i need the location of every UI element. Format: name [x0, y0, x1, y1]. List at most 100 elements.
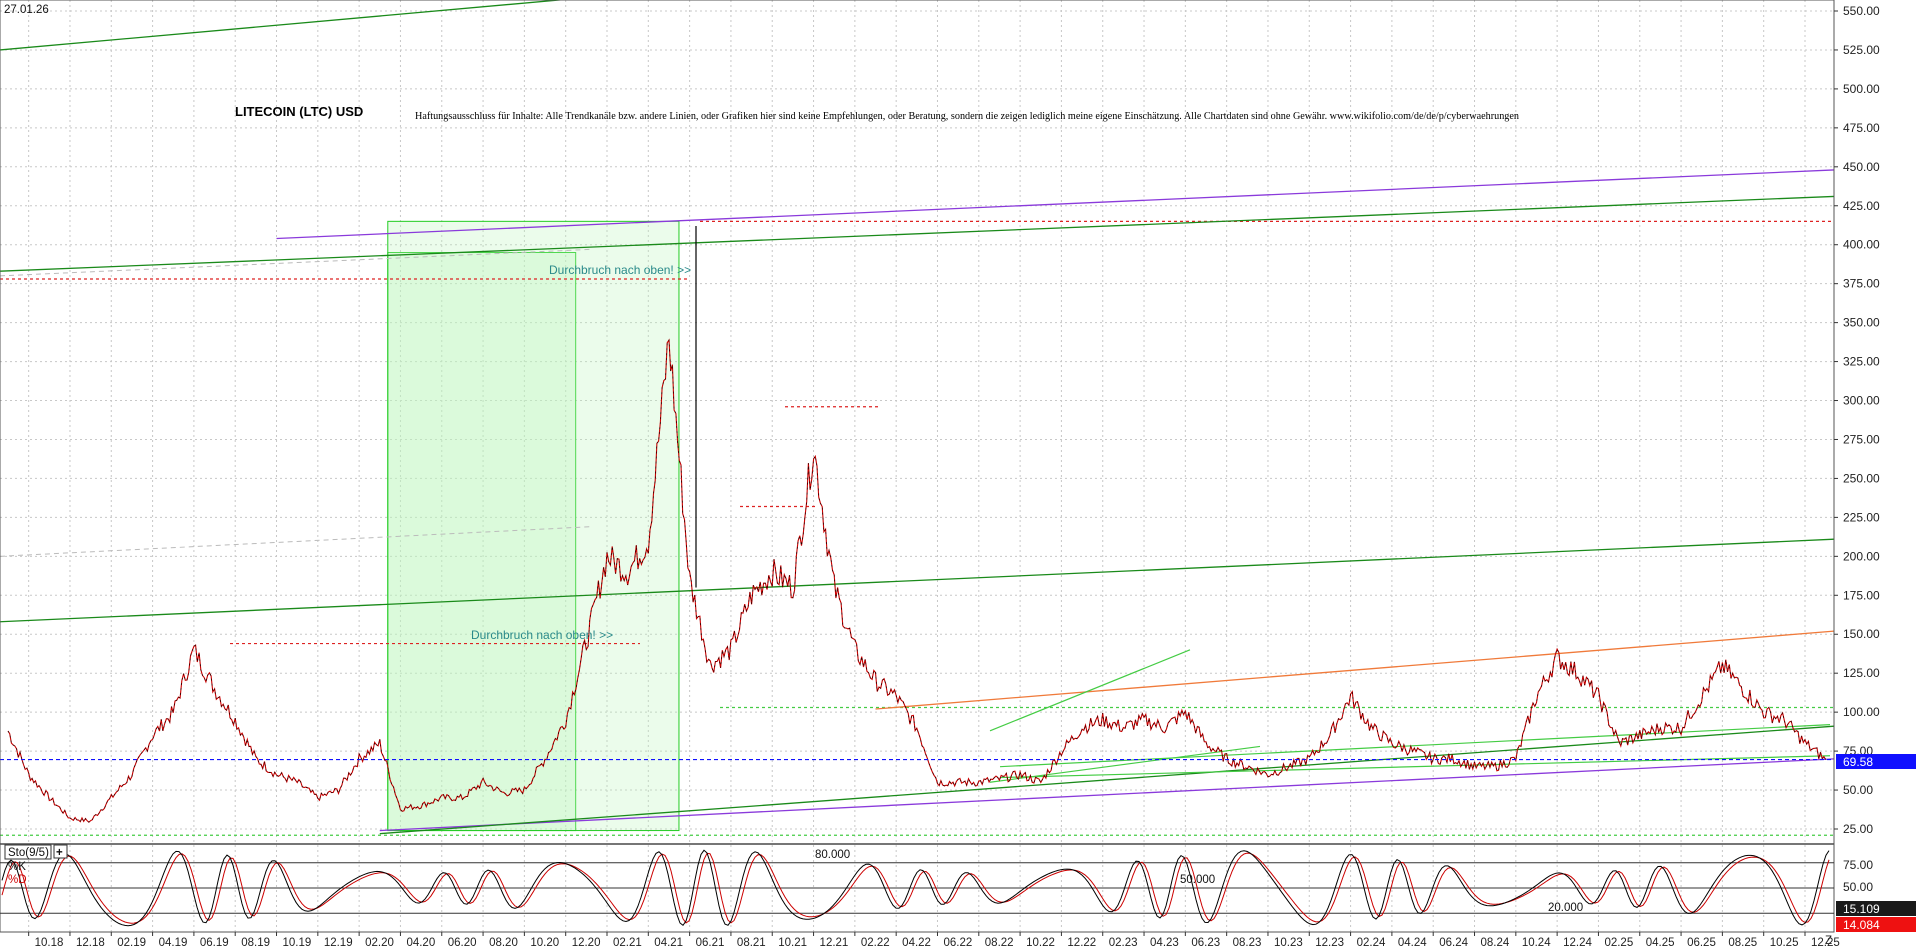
x-tick-label: 12.24 [1563, 937, 1592, 948]
x-axis-end-marker[interactable]: Z [1825, 935, 1832, 947]
y-tick-label: 25.00 [1843, 822, 1873, 836]
indicator-k-value: 15.109 [1843, 902, 1880, 916]
x-tick-label: 10.22 [1026, 937, 1055, 948]
y-tick-label: 450.00 [1843, 160, 1880, 174]
indicator-level-50: 50.000 [1180, 874, 1215, 886]
x-tick-label: 08.24 [1481, 937, 1510, 948]
x-tick-label: 08.23 [1233, 937, 1262, 948]
x-tick-label: 10.24 [1522, 937, 1551, 948]
y-tick-label: 225.00 [1843, 510, 1880, 524]
annotation-breakout-upper: Durchbruch nach oben! >> [549, 263, 691, 277]
breakout-box [387, 252, 577, 832]
x-tick-label: 06.22 [943, 937, 972, 948]
x-tick-label: 04.19 [159, 937, 188, 948]
x-tick-label: 06.19 [200, 937, 229, 948]
green-trend-line [0, 195, 1835, 272]
indicator-ytick-50: 50.00 [1843, 880, 1873, 894]
x-tick-label: 06.25 [1687, 937, 1716, 948]
x-tick-label: 02.21 [613, 937, 642, 948]
stochastic-k-line [1, 849, 1830, 927]
y-tick-label: 300.00 [1843, 394, 1880, 408]
x-tick-label: 02.19 [117, 937, 146, 948]
x-tick-label: 04.23 [1150, 937, 1179, 948]
y-tick-label: 525.00 [1843, 43, 1880, 57]
indicator-name-box[interactable] [4, 844, 52, 860]
x-tick-label: 04.22 [902, 937, 931, 948]
x-tick-label: 02.22 [861, 937, 890, 948]
purple-trend-line [379, 758, 1835, 832]
x-tick-label: 04.20 [406, 937, 435, 948]
y-tick-label: 275.00 [1843, 432, 1880, 446]
x-tick-label: 08.20 [489, 937, 518, 948]
stochastic-d-line [1, 852, 1830, 924]
support-trend-line [999, 755, 1831, 779]
x-tick-label: 08.25 [1728, 937, 1757, 948]
x-tick-label: 06.24 [1439, 937, 1468, 948]
x-tick-label: 02.20 [365, 937, 394, 948]
y-tick-label: 50.00 [1843, 783, 1873, 797]
price-series [7, 226, 1827, 823]
x-tick-label: 12.20 [572, 937, 601, 948]
indicator-level-80: 80.000 [815, 849, 850, 861]
y-tick-label: 475.00 [1843, 121, 1880, 135]
indicator-k-label: %K [8, 861, 26, 873]
purple-trend-line [276, 169, 1835, 240]
chart-title: LITECOIN (LTC) USD [235, 104, 363, 119]
y-tick-label: 125.00 [1843, 666, 1880, 680]
x-tick-label: 04.25 [1646, 937, 1675, 948]
horizontal-levels [0, 220, 1834, 836]
x-tick-label: 12.21 [820, 937, 849, 948]
breakout-boxes [387, 220, 680, 832]
x-tick-label: 10.25 [1770, 937, 1799, 948]
y-tick-label: 500.00 [1843, 82, 1880, 96]
indicator-k-badge [1836, 901, 1916, 916]
annotation-breakout-lower: Durchbruch nach oben! >> [471, 628, 613, 642]
x-tick-label: 12.22 [1067, 937, 1096, 948]
y-tick-label: 325.00 [1843, 355, 1880, 369]
x-tick-label: 12.18 [76, 937, 105, 948]
green-trend-line [0, 0, 567, 51]
x-tick-label: 08.22 [985, 937, 1014, 948]
x-tick-label: 10.23 [1274, 937, 1303, 948]
y-tick-label: 350.00 [1843, 316, 1880, 330]
add-indicator-button[interactable] [53, 844, 68, 859]
x-tick-label: 02.25 [1604, 937, 1633, 948]
breakout-box [387, 220, 680, 832]
x-tick-label: 04.24 [1398, 937, 1427, 948]
stochastic-panel [0, 849, 1834, 927]
price-line-red [7, 338, 1827, 823]
x-tick-label: 02.23 [1109, 937, 1138, 948]
y-tick-label: 150.00 [1843, 627, 1880, 641]
indicator-d-badge [1836, 917, 1916, 932]
indicator-d-label: %D [8, 874, 27, 886]
y-tick-label: 250.00 [1843, 471, 1880, 485]
disclaimer: Haftungsausschluss für Inhalte: Alle Tre… [415, 111, 1520, 122]
x-tick-label: 10.21 [778, 937, 807, 948]
y-tick-label: 550.00 [1843, 4, 1880, 18]
green-trend-line [379, 725, 1835, 835]
grid [0, 0, 1834, 932]
x-tick-label: 08.19 [241, 937, 270, 948]
x-tick-label: 12.25 [1811, 937, 1840, 948]
chart-date: 27.01.26 [4, 4, 49, 16]
x-tick-label: 06.21 [696, 937, 725, 948]
green-trend-line [0, 538, 1835, 623]
orange-trend-line [875, 630, 1835, 710]
x-tick-label: 12.23 [1315, 937, 1344, 948]
x-axis: 10.18 12.18 02.19 04.19 06.19 08.19 10.19 12.19… [28, 932, 1840, 948]
y-tick-label: 375.00 [1843, 277, 1880, 291]
y-tick-label: 200.00 [1843, 549, 1880, 563]
y-tick-label: 425.00 [1843, 199, 1880, 213]
last-price-value: 69.58 [1843, 755, 1873, 769]
y-tick-label: 175.00 [1843, 588, 1880, 602]
trend-lines [0, 0, 1835, 835]
x-tick-label: 06.20 [448, 937, 477, 948]
last-price-badge [1836, 754, 1916, 769]
y-tick-label: 400.00 [1843, 238, 1880, 252]
x-tick-label: 08.21 [737, 937, 766, 948]
indicator-d-value: 14.084 [1843, 918, 1880, 932]
indicator-ytick-75: 75.00 [1843, 858, 1873, 872]
x-tick-label: 10.18 [35, 937, 64, 948]
